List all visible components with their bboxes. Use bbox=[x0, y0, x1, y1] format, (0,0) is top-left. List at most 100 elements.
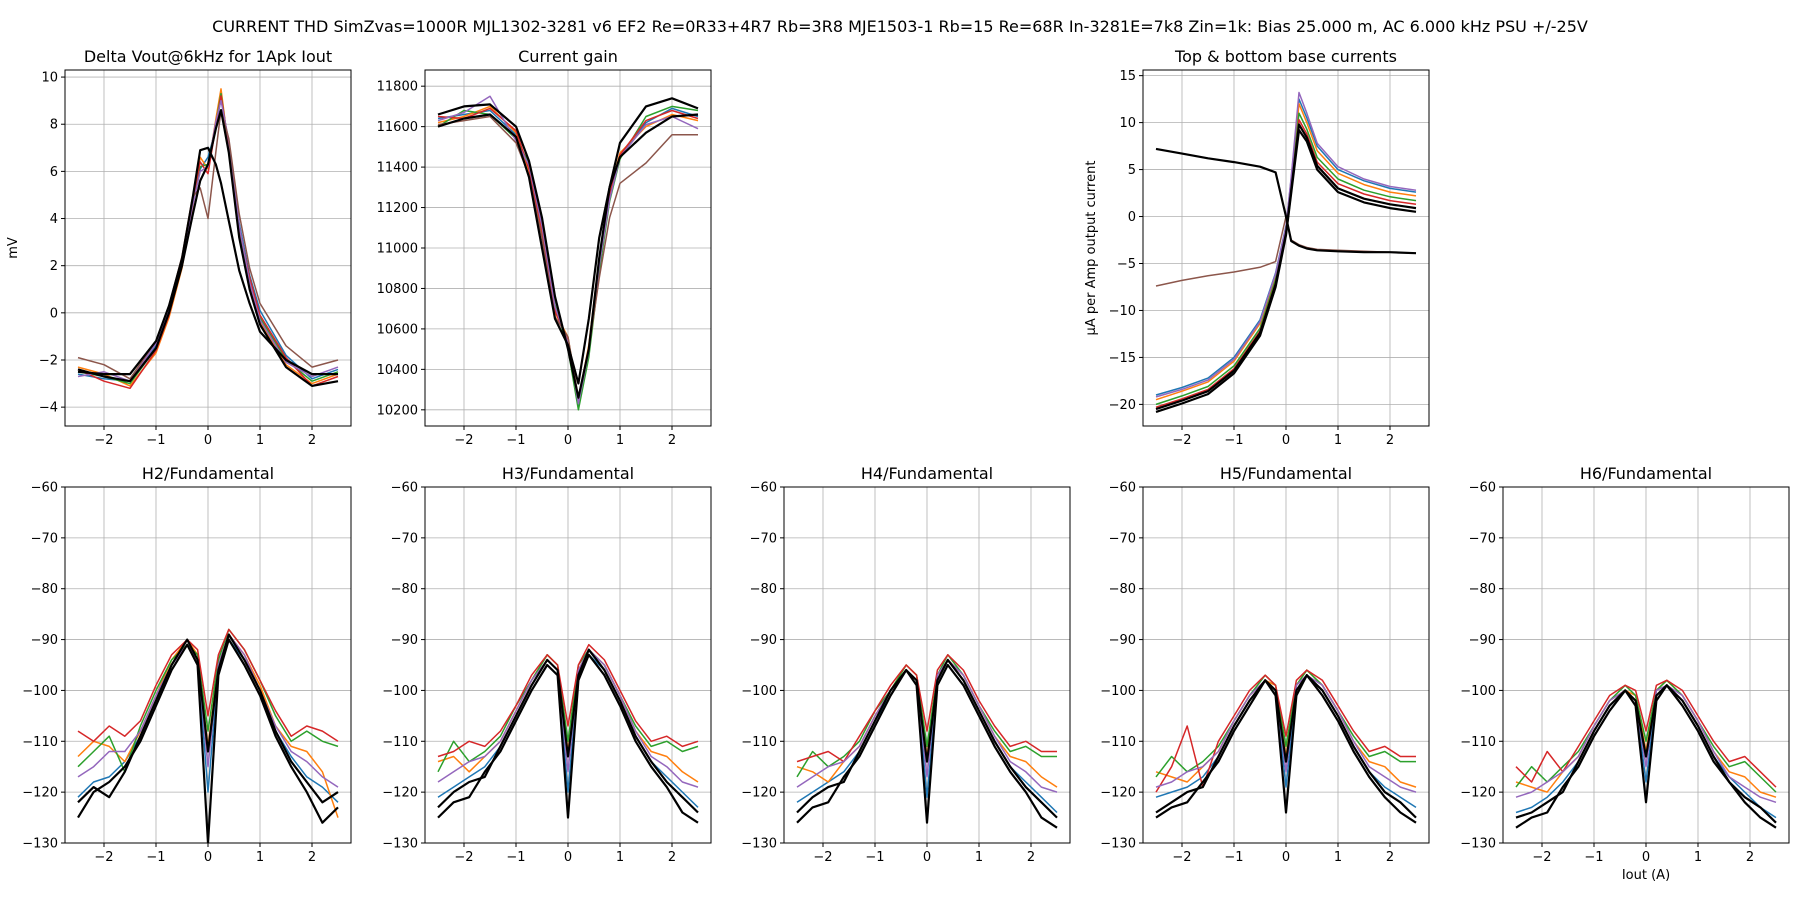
reference-line bbox=[1155, 674, 1417, 819]
chart-title: H3/Fundamental bbox=[502, 464, 634, 483]
reference-line bbox=[77, 146, 338, 376]
x-tick-label: 2 bbox=[668, 850, 676, 865]
series-line bbox=[437, 648, 699, 788]
y-tick-label: −110 bbox=[1100, 735, 1136, 750]
chart-h4: −2 −1 0 1 2 −130 −120 −110 −100 −90 −80 −70 −60 H4/Fu… bbox=[741, 464, 1071, 865]
series-line bbox=[1515, 679, 1777, 793]
x-tick-label: 2 bbox=[1746, 850, 1754, 865]
y-tick-label: 15 bbox=[1119, 69, 1136, 84]
y-tick-label: 4 bbox=[50, 212, 58, 227]
chart-current-gain: −2 −1 0 1 2 10200 10400 10600 10800 11000 11200 114… bbox=[377, 47, 712, 448]
y-tick-label: 10200 bbox=[377, 403, 418, 418]
x-tick-label: −1 bbox=[506, 850, 525, 865]
y-tick-label: 11000 bbox=[377, 242, 418, 257]
x-tick-label: −1 bbox=[146, 433, 165, 448]
plot-area bbox=[437, 643, 699, 824]
series-line bbox=[77, 628, 339, 743]
y-tick-label: −130 bbox=[1100, 837, 1136, 852]
plot-area bbox=[1155, 669, 1417, 824]
x-tick-label: −2 bbox=[454, 433, 473, 448]
x-tick-label: 1 bbox=[256, 850, 264, 865]
series-line bbox=[1515, 684, 1777, 804]
reference-line bbox=[437, 113, 699, 385]
y-tick-label: 10600 bbox=[377, 322, 418, 337]
series-line bbox=[1155, 91, 1417, 398]
chart-h5: −2 −1 0 1 2 −130 −120 −110 −100 −90 −80 −70 −60 H5/Fu… bbox=[1100, 464, 1430, 865]
y-tick-label: −110 bbox=[22, 735, 58, 750]
y-tick-label: −90 bbox=[1469, 633, 1496, 648]
y-tick-label: 10800 bbox=[377, 282, 418, 297]
chart-h3: −2 −1 0 1 2 −130 −120 −110 −100 −90 −80 −70 −60 H3/Fu… bbox=[382, 464, 712, 865]
reference-line bbox=[796, 663, 1058, 829]
reference-line bbox=[1155, 674, 1417, 824]
y-tick-label: 11200 bbox=[377, 201, 418, 216]
y-tick-label: −110 bbox=[741, 735, 777, 750]
y-tick-label: 10 bbox=[41, 71, 58, 86]
series-line bbox=[796, 659, 1058, 793]
x-tick-label: 0 bbox=[204, 433, 212, 448]
chart-h6: −2 −1 0 1 2 −130 −120 −110 −100 −90 −80 −70 −60 H6/Fu… bbox=[1460, 464, 1790, 883]
chart-title: Current gain bbox=[518, 47, 618, 66]
y-tick-label: −70 bbox=[31, 531, 58, 546]
y-tick-label: 2 bbox=[50, 259, 58, 274]
x-tick-label: −1 bbox=[506, 433, 525, 448]
y-tick-label: −110 bbox=[382, 735, 418, 750]
y-tick-label: −2 bbox=[39, 353, 58, 368]
y-tick-label: −90 bbox=[391, 633, 418, 648]
y-tick-label: −120 bbox=[1100, 786, 1136, 801]
x-tick-label: 0 bbox=[1642, 850, 1650, 865]
x-tick-label: −2 bbox=[1532, 850, 1551, 865]
x-tick-label: 2 bbox=[668, 433, 676, 448]
y-tick-label: −100 bbox=[1460, 684, 1496, 699]
y-tick-label: −80 bbox=[1469, 582, 1496, 597]
y-tick-label: −130 bbox=[22, 837, 58, 852]
y-tick-label: −120 bbox=[741, 786, 777, 801]
chart-delta-vout: −2 −1 0 1 2 −4 −2 0 2 4 6 8 10 Delta Vout@6kHz for 1A… bbox=[6, 47, 352, 448]
y-tick-label: 5 bbox=[1128, 163, 1136, 178]
chart-title: Delta Vout@6kHz for 1Apk Iout bbox=[84, 47, 332, 66]
y-tick-label: −110 bbox=[1460, 735, 1496, 750]
y-tick-label: 0 bbox=[50, 306, 58, 321]
y-tick-label: 10400 bbox=[377, 363, 418, 378]
reference-line bbox=[437, 648, 699, 814]
series-line bbox=[437, 643, 699, 758]
y-tick-label: −70 bbox=[1109, 531, 1136, 546]
x-tick-label: 0 bbox=[564, 850, 572, 865]
y-tick-label: −70 bbox=[391, 531, 418, 546]
x-tick-label: −1 bbox=[1584, 850, 1603, 865]
y-tick-label: −80 bbox=[31, 582, 58, 597]
x-tick-label: 2 bbox=[308, 433, 316, 448]
plot-area bbox=[796, 654, 1058, 829]
y-tick-label: −100 bbox=[22, 684, 58, 699]
reference-line bbox=[77, 633, 339, 804]
x-tick-label: 0 bbox=[923, 850, 931, 865]
x-tick-label: 1 bbox=[1334, 850, 1342, 865]
y-tick-label: −80 bbox=[1109, 582, 1136, 597]
y-tick-label: 0 bbox=[1128, 210, 1136, 225]
y-tick-label: −10 bbox=[1109, 304, 1136, 319]
y-axis-label: mV bbox=[6, 237, 21, 259]
x-tick-label: 0 bbox=[564, 433, 572, 448]
x-tick-label: 2 bbox=[1386, 850, 1394, 865]
x-tick-label: −1 bbox=[865, 850, 884, 865]
y-tick-label: −100 bbox=[1100, 684, 1136, 699]
chart-title: H2/Fundamental bbox=[142, 464, 274, 483]
plot-area bbox=[77, 88, 339, 390]
reference-line bbox=[77, 638, 339, 843]
series-line bbox=[796, 654, 1057, 778]
x-tick-label: −1 bbox=[1224, 850, 1243, 865]
y-tick-label: −120 bbox=[382, 786, 418, 801]
reference-line bbox=[1155, 123, 1417, 411]
y-tick-label: 11800 bbox=[377, 80, 418, 95]
series-line bbox=[1155, 674, 1417, 793]
y-tick-label: −70 bbox=[1469, 531, 1496, 546]
y-tick-label: −60 bbox=[391, 481, 418, 496]
chart-title: Top & bottom base currents bbox=[1174, 47, 1397, 66]
y-tick-label: −120 bbox=[1460, 786, 1496, 801]
plot-area bbox=[1155, 91, 1417, 413]
y-tick-label: 11400 bbox=[377, 161, 418, 176]
y-tick-label: −60 bbox=[750, 481, 777, 496]
y-tick-label: −4 bbox=[39, 401, 58, 416]
